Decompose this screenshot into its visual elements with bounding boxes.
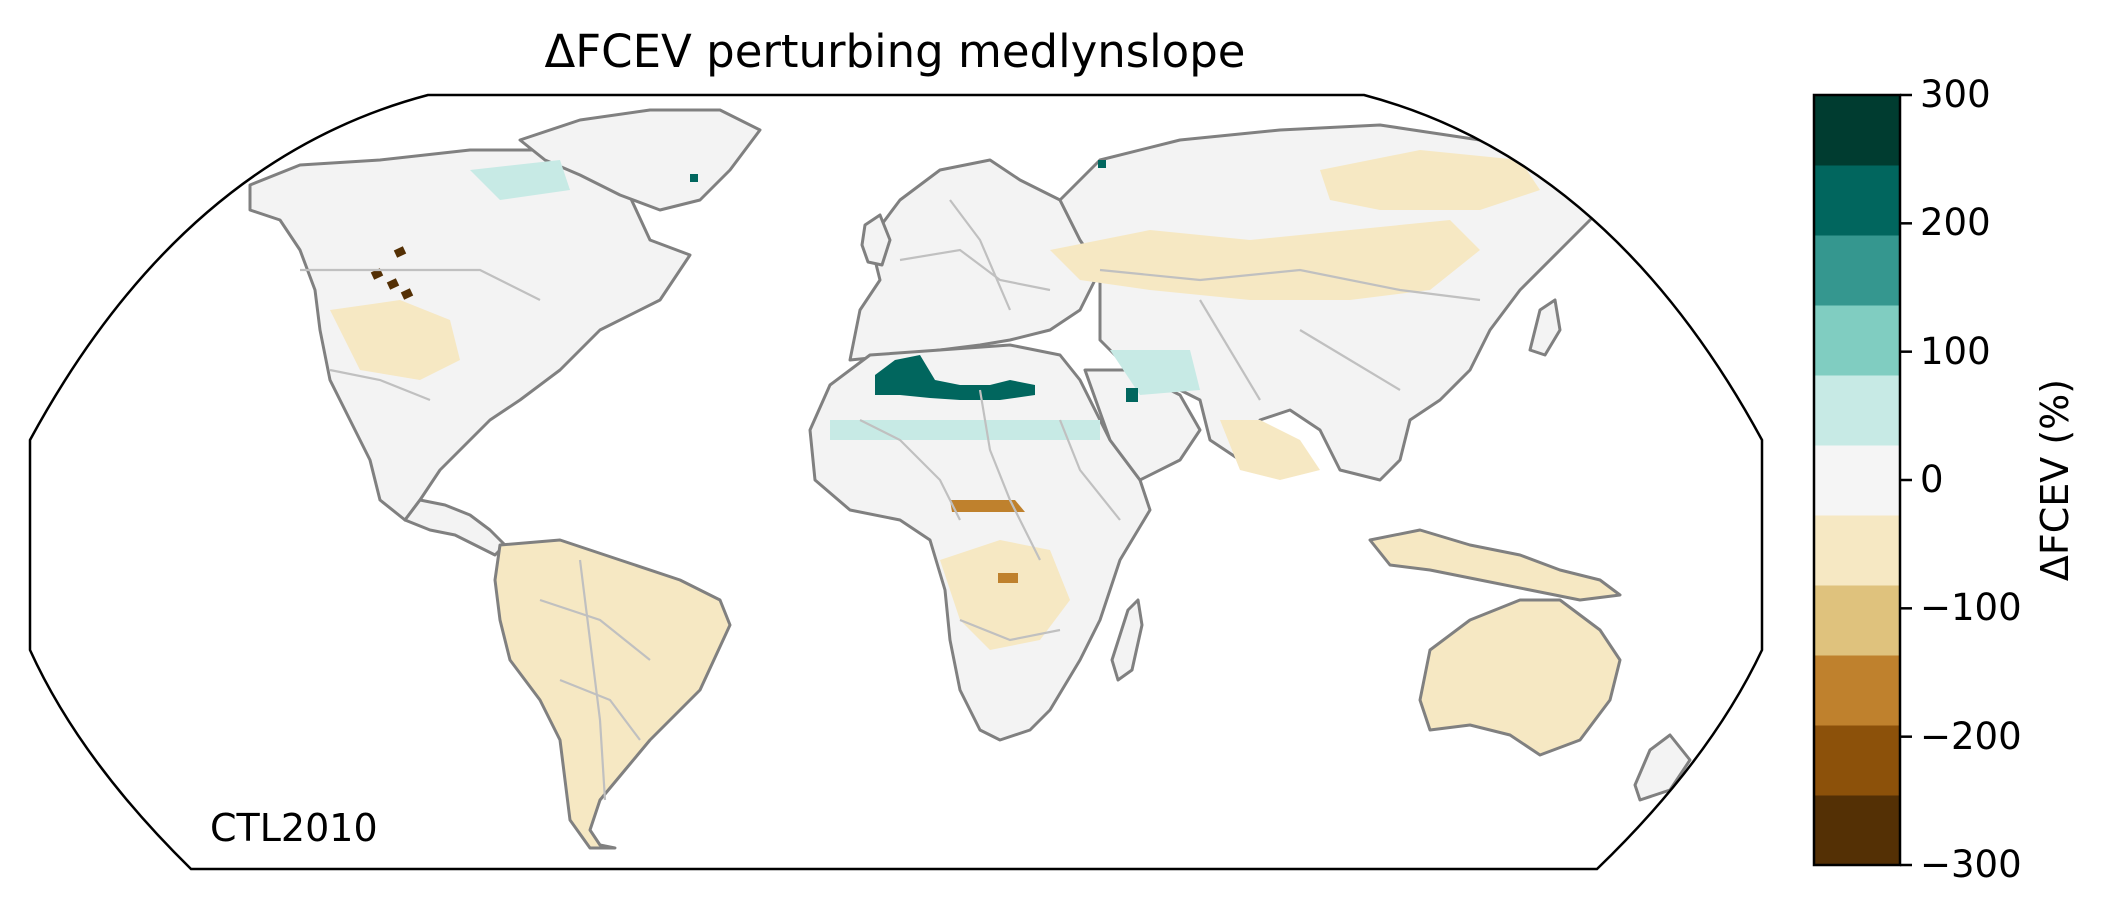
indonesia-land xyxy=(1368,528,1622,602)
anomaly-asia-negative xyxy=(1050,220,1480,300)
colorbar-bin xyxy=(1814,375,1900,446)
anomaly-arctic-cell-2 xyxy=(1098,160,1106,168)
south-america-land xyxy=(493,538,732,850)
anomaly-arctic-cell-1 xyxy=(690,174,698,182)
border-usa-canada xyxy=(300,268,541,301)
border-asia-1 xyxy=(1099,268,1481,302)
colorbar-bin xyxy=(1814,725,1900,796)
country-borders xyxy=(300,199,1481,801)
colorbar-tick-label: 200 xyxy=(1920,201,1991,245)
colorbar-tick-label: 0 xyxy=(1920,458,1944,501)
africa-land xyxy=(808,343,1152,742)
anomaly-congo-negative xyxy=(950,500,1025,512)
colorbar-tick-label: 100 xyxy=(1920,329,1991,373)
colorbar-bin xyxy=(1814,165,1900,236)
anomaly-northamerica-negative xyxy=(330,300,460,380)
chart-title: ΔFCEV perturbing medlynslope xyxy=(544,25,1246,78)
anomaly-greenland-positive xyxy=(470,160,570,200)
anomaly-sahara-strong-positive xyxy=(875,355,1035,400)
scenario-annotation: CTL2010 xyxy=(210,806,378,850)
madagascar-land xyxy=(1110,598,1144,682)
uk-land xyxy=(860,213,892,267)
colorbar xyxy=(1812,93,1912,867)
anomaly-gulf-strong-positive xyxy=(1126,388,1138,402)
border-south-america-3 xyxy=(578,559,607,801)
border-asia-3 xyxy=(1299,329,1401,391)
anomaly-na-cell-2 xyxy=(370,268,384,280)
colorbar-bin xyxy=(1814,515,1900,586)
border-europe-1 xyxy=(899,248,1051,292)
colorbar-tick-label: −300 xyxy=(1920,843,2022,886)
border-africa-3 xyxy=(1058,419,1121,521)
anomaly-na-cell-3 xyxy=(386,278,400,290)
anomaly-gulf-positive xyxy=(1110,350,1200,395)
map-panel xyxy=(28,93,1764,871)
border-asia-2 xyxy=(1199,299,1261,401)
anomaly-india-negative xyxy=(1220,420,1320,480)
colorbar-bin xyxy=(1814,795,1900,866)
colorbar-bin xyxy=(1814,95,1900,166)
anomaly-east-africa-negative xyxy=(998,573,1018,583)
japan-land xyxy=(1528,298,1562,357)
colorbar-tick-label: −200 xyxy=(1920,714,2022,758)
border-south-america-2 xyxy=(559,678,641,741)
colorbar-tick-label: −100 xyxy=(1920,586,2022,630)
colorbar-bin xyxy=(1814,235,1900,306)
border-africa-1 xyxy=(859,419,961,521)
anomaly-layer xyxy=(330,150,1540,650)
anomaly-asia-east-negative xyxy=(1320,150,1540,210)
colorbar-bin xyxy=(1814,445,1900,516)
colorbar-bin xyxy=(1814,655,1900,726)
greenland-land xyxy=(518,108,762,212)
colorbar-bin xyxy=(1814,305,1900,376)
anomaly-sahel-positive xyxy=(830,420,1100,440)
border-africa-2 xyxy=(978,389,1041,561)
border-usa-mexico xyxy=(329,368,431,402)
border-africa-4 xyxy=(959,618,1061,642)
colorbar-bin xyxy=(1814,585,1900,656)
colorbar-label: ΔFCEV (%) xyxy=(2033,378,2077,582)
border-europe-2 xyxy=(949,199,1012,311)
australia-land xyxy=(1418,598,1622,757)
anomaly-na-cell-1 xyxy=(393,246,407,258)
anomaly-africa-central-negative xyxy=(940,540,1070,650)
land-fill-layer xyxy=(248,108,1692,850)
colorbar-tick-label: 300 xyxy=(1920,73,1991,116)
border-south-america-1 xyxy=(539,598,651,661)
anomaly-na-cell-4 xyxy=(400,288,414,300)
map-frame xyxy=(28,93,1764,871)
